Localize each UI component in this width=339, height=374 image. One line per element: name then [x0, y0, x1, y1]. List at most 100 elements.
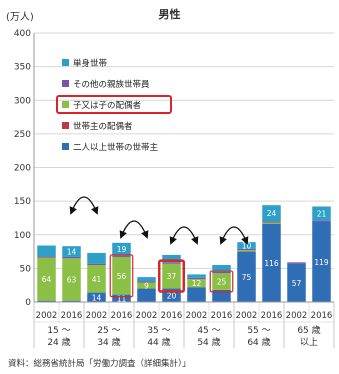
x-year-label: 2016	[111, 311, 133, 321]
bar-segment	[287, 263, 306, 302]
legend-swatch	[62, 80, 69, 87]
legend-label: その他の親族世帯員	[73, 79, 150, 90]
data-label: 14	[92, 293, 102, 302]
comparison-arrow	[169, 226, 199, 245]
data-label: 9	[144, 282, 149, 291]
x-year-label: 2002	[286, 311, 308, 321]
legend-label: 世帯主の配偶者	[73, 121, 133, 132]
x-year-label: 2016	[261, 311, 283, 321]
bar-segment	[62, 258, 81, 301]
x-year-label: 2016	[211, 311, 233, 321]
bar-segment	[112, 255, 131, 257]
bar-segment	[212, 265, 231, 272]
bar-segment	[62, 300, 81, 302]
bar-segment	[212, 271, 231, 274]
age-group-label-top: 45 ～	[197, 326, 220, 336]
data-label: 12	[192, 279, 202, 288]
bar-segment	[212, 273, 231, 290]
legend-swatch	[62, 122, 69, 129]
data-label: 11	[117, 294, 127, 303]
legend-swatch	[62, 59, 69, 66]
x-year-label: 2016	[161, 311, 183, 321]
age-group-label-bottom: 64 歳	[247, 336, 270, 348]
data-label: 116	[264, 259, 279, 268]
data-label: 20	[167, 291, 177, 300]
data-label: 119	[314, 258, 329, 267]
highlight-box	[209, 270, 234, 293]
source-note: 資料：総務省統計局「労働力調査（詳細集計）」	[8, 359, 191, 369]
y-tick-label: 50	[20, 264, 32, 274]
bar-segment	[262, 205, 281, 222]
bar-segment	[87, 263, 106, 266]
x-year-label: 2016	[61, 311, 83, 321]
data-label: 63	[67, 275, 77, 284]
age-group-label-bottom: 24 歳	[47, 336, 70, 348]
age-group-label-top: 15 ～	[47, 326, 70, 336]
data-label: 56	[117, 272, 127, 281]
legend-highlight-box	[56, 95, 172, 114]
y-tick-label: 400	[14, 29, 31, 39]
bar-segment	[312, 220, 331, 222]
bar-segment	[187, 274, 206, 278]
data-label: 41	[92, 275, 102, 284]
bar-segment	[237, 251, 256, 302]
bar-segment	[187, 279, 206, 288]
y-tick-label: 150	[14, 197, 31, 207]
bar-segment	[87, 265, 106, 293]
x-year-label: 2002	[86, 311, 108, 321]
bar-segment	[187, 277, 206, 280]
data-label: 64	[42, 275, 52, 284]
bar-segment	[62, 256, 81, 259]
bar-segment	[187, 287, 206, 302]
highlight-box	[158, 259, 185, 293]
bar-segment	[237, 248, 256, 251]
y-unit-label: (万人)	[6, 12, 34, 23]
x-year-label: 2002	[186, 311, 208, 321]
bar-segment	[112, 256, 131, 295]
legend-swatch	[62, 143, 69, 150]
bar-segment	[37, 245, 56, 257]
x-year-label: 2002	[36, 311, 58, 321]
bar-segment	[37, 256, 56, 258]
age-group-label-top: 55 ～	[247, 326, 270, 336]
age-group-label-top: 65 歳	[297, 324, 320, 336]
y-tick-label: 200	[14, 164, 31, 174]
y-tick-label: 350	[14, 63, 31, 73]
data-label: 10	[242, 242, 252, 251]
bar-segment	[312, 221, 331, 302]
bar-segment	[112, 294, 131, 302]
bar-segment	[162, 254, 181, 263]
bar-segment	[237, 242, 256, 249]
legend-label: 単身世帯	[73, 58, 108, 69]
data-label: 25	[217, 277, 227, 286]
chart-title: 男性	[158, 8, 181, 21]
legend-label: 子又は子の配偶者	[73, 100, 142, 111]
data-label: 14	[67, 248, 77, 257]
y-tick-label: 0	[25, 298, 31, 308]
legend-label: 二人以上世帯の世帯主	[73, 142, 159, 153]
y-tick-label: 250	[14, 130, 31, 140]
bar-segment	[162, 263, 181, 289]
age-group-label-top: 25 ～	[97, 326, 120, 336]
comparison-arrow	[219, 226, 249, 245]
bar-segment	[162, 262, 181, 264]
bar-segment	[137, 288, 156, 302]
comparison-arrow	[119, 220, 149, 239]
bar-segment	[37, 257, 56, 301]
comparison-arrow	[69, 196, 99, 215]
bar-segment	[37, 300, 56, 302]
bar-segment	[62, 246, 81, 257]
age-group-label-bottom: 44 歳	[147, 336, 170, 348]
bar-segment	[137, 281, 156, 283]
x-year-label: 2002	[236, 311, 258, 321]
bar-segment	[312, 206, 331, 221]
age-group-label-bottom: 54 歳	[197, 336, 220, 348]
y-tick-label: 300	[14, 96, 31, 106]
y-tick-label: 100	[14, 231, 31, 241]
bar-segment	[262, 221, 281, 223]
age-group-label-bottom: 34 歳	[97, 336, 120, 348]
bar-segment	[262, 223, 281, 302]
legend-swatch	[62, 101, 69, 108]
x-year-label: 2002	[136, 311, 158, 321]
